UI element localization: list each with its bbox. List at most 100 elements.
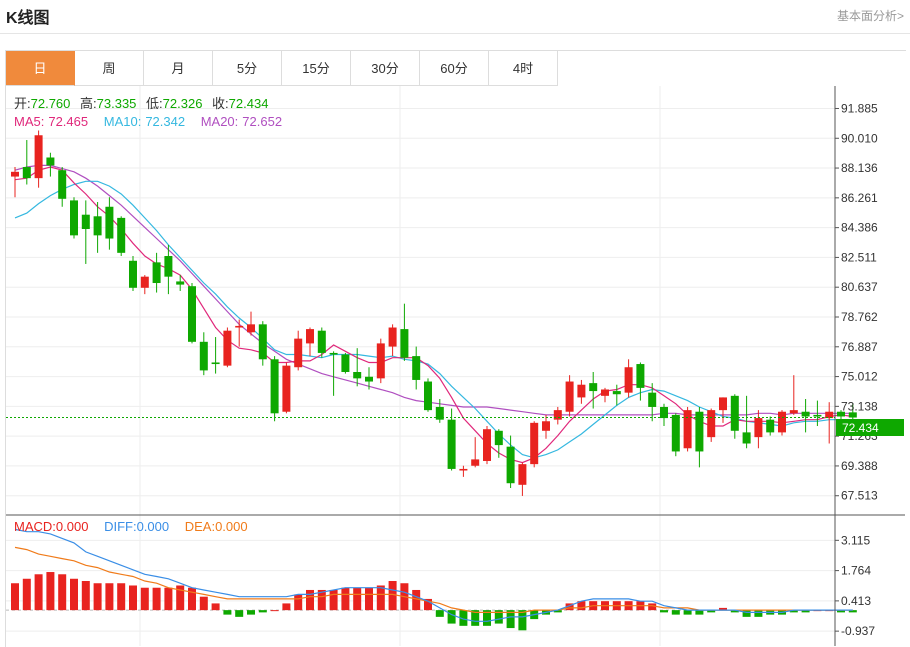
candle [176, 275, 185, 291]
tab-15min[interactable]: 15分 [282, 51, 351, 86]
macd-bar [341, 587, 350, 611]
candle-body [93, 216, 102, 236]
y-tick-label: 73.138 [841, 399, 878, 413]
macd-bar [46, 572, 55, 611]
macd-bar [459, 610, 468, 626]
y-tick-label: 82.511 [841, 250, 877, 264]
macd-bar [81, 581, 90, 611]
candle-body [778, 411, 786, 433]
candle [447, 408, 456, 471]
candle [671, 413, 680, 457]
macd-bar [34, 574, 43, 611]
macd-bar [719, 607, 727, 611]
macd-bar [329, 589, 338, 611]
candle-body [400, 329, 409, 358]
candle [506, 435, 515, 488]
tab-month[interactable]: 月 [144, 51, 213, 86]
candle [140, 275, 149, 295]
macd-bar [282, 603, 291, 611]
candle-body [365, 376, 373, 382]
candle [11, 167, 19, 198]
macd-bar [164, 587, 173, 611]
tab-4hour[interactable]: 4时 [489, 51, 558, 86]
candle-body [483, 429, 491, 461]
candle [353, 348, 362, 387]
macd-bar [388, 581, 397, 611]
macd-bar [471, 610, 480, 626]
candle-body [518, 464, 527, 485]
macd-bar [176, 585, 185, 611]
candle [518, 462, 527, 496]
candle [199, 332, 208, 376]
tab-30min[interactable]: 30分 [351, 51, 420, 86]
candle-body [353, 372, 362, 379]
macd-y-tick-label: -0.937 [841, 624, 875, 638]
macd-bar [695, 610, 704, 615]
macd-y-tick-label: 3.115 [841, 533, 870, 547]
fundamental-analysis-link[interactable]: 基本面分析> [836, 9, 904, 23]
candle [636, 362, 645, 401]
grid-lines [6, 86, 835, 646]
macd-bar [306, 589, 314, 611]
candle-body [282, 365, 291, 412]
macd-bar [294, 594, 303, 611]
candle [258, 321, 267, 366]
macd-bar [506, 610, 515, 629]
candle [789, 375, 798, 415]
candle [801, 399, 810, 433]
candle [341, 352, 350, 374]
candle-body [270, 359, 279, 414]
macd-bar [494, 610, 503, 624]
macd-bar [22, 578, 31, 611]
candle-body [199, 341, 208, 371]
candle-body [648, 392, 657, 407]
candle [577, 379, 586, 404]
candle [766, 416, 775, 436]
candle [707, 408, 716, 442]
tab-week[interactable]: 周 [75, 51, 144, 86]
candle-body [754, 418, 763, 438]
candle [719, 397, 727, 423]
page-header: K线图 基本面分析> [0, 0, 910, 32]
candle-body [211, 362, 220, 365]
tab-5min[interactable]: 5分 [213, 51, 282, 86]
candle [825, 402, 834, 444]
macd-bar [742, 610, 751, 617]
candle [742, 395, 751, 449]
candle-body [70, 200, 78, 236]
candle-body [506, 446, 515, 484]
macd-bar [223, 610, 232, 615]
tab-60min[interactable]: 60分 [420, 51, 489, 86]
candle-body [589, 383, 598, 392]
candle-body [577, 384, 586, 398]
macd-info: MACD:0.000 DIFF:0.000 DEA:0.000 [14, 519, 248, 534]
macd-bar [140, 587, 149, 611]
candle [152, 252, 161, 293]
macd-bar [553, 610, 562, 613]
macd-bar [270, 610, 279, 612]
ma-info: MA5: 72.465 MA10: 72.342 MA20: 72.652 [14, 114, 282, 129]
y-tick-label: 69.388 [841, 459, 878, 473]
candle-body [565, 381, 574, 412]
candle-body [813, 414, 822, 417]
candle-body [471, 459, 480, 466]
y-tick-label: 76.887 [841, 340, 878, 354]
candle [612, 384, 621, 406]
candle-body [636, 364, 645, 388]
candle-body [317, 330, 326, 353]
macd-bar [376, 585, 385, 611]
candle [400, 303, 409, 361]
dea-line [14, 546, 853, 614]
candle [459, 465, 468, 477]
candle-body [129, 260, 137, 288]
tab-day[interactable]: 日 [6, 51, 75, 86]
candle [388, 324, 397, 357]
candle-body [294, 338, 303, 368]
macd-bar [353, 587, 362, 611]
candle-body [447, 419, 456, 469]
candle [837, 410, 845, 420]
y-tick-label: 86.261 [841, 191, 878, 205]
macd-panel [6, 528, 857, 631]
candle [188, 283, 196, 344]
